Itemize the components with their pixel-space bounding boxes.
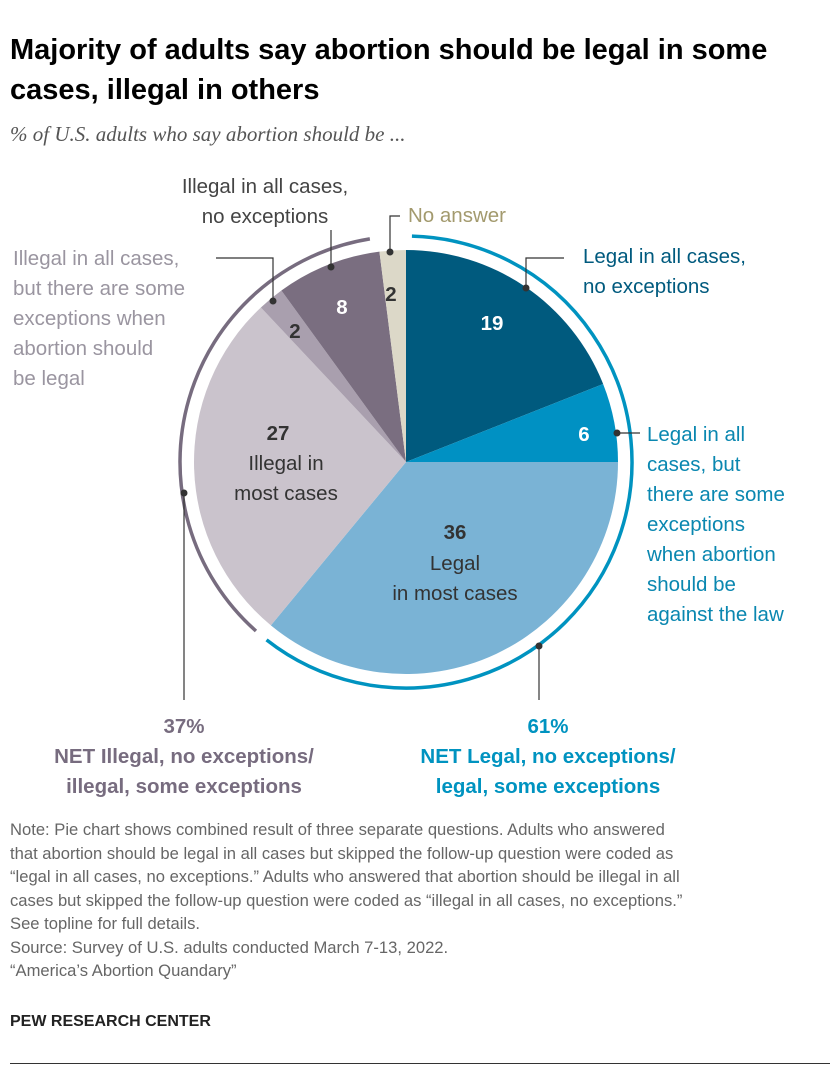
net-value: 61% [527, 715, 568, 738]
pie-slice-5 [281, 251, 406, 462]
net-legal-label: 61% NET Legal, no exceptions/ legal, som… [420, 715, 675, 798]
net-legal-arc [265, 234, 634, 690]
data-label-illegal-all-some: 2 [289, 320, 300, 343]
leader-lines [183, 215, 640, 700]
pie-slices [194, 250, 618, 674]
label-line: NET Illegal, no exceptions/ [54, 745, 314, 768]
net-arcs [178, 234, 634, 690]
pie-slice-6 [379, 250, 406, 462]
label-line: no exceptions [202, 205, 329, 228]
label-line: NET Legal, no exceptions/ [420, 745, 675, 768]
chart-title: Majority of adults say abortion should b… [10, 34, 768, 106]
note-line: cases but skipped the follow-up question… [10, 890, 683, 910]
slice-label-illegal-most-2: most cases [234, 482, 338, 505]
slice-label-legal-most: Legal [430, 552, 480, 575]
label-line: Legal in all [647, 423, 745, 446]
label-line: Illegal in all cases, [182, 175, 348, 198]
pie-slice-1 [406, 383, 618, 462]
pie-slice-2 [270, 462, 618, 674]
label-line: Illegal in all cases, [13, 247, 179, 270]
slice-label-illegal-most: Illegal in [248, 452, 323, 475]
label-line: exceptions [647, 513, 745, 536]
label-legal-all-some: Legal in all cases, but there are some e… [646, 423, 785, 626]
note-line: See topline for full details. [10, 914, 201, 933]
net-illegal-label: 37% NET Illegal, no exceptions/ illegal,… [54, 715, 314, 798]
label-no-answer: No answer [408, 204, 506, 227]
data-label-legal-all-some: 6 [578, 423, 589, 446]
label-line: Legal in all cases, [583, 245, 746, 268]
pie-slice-3 [194, 307, 406, 626]
report-title: “America’s Abortion Quandary” [10, 961, 237, 980]
bottom-divider [10, 1063, 830, 1064]
label-legal-all-no: Legal in all cases, no exceptions [583, 245, 746, 298]
label-line: illegal, some exceptions [66, 775, 302, 798]
data-label-illegal-most: 27 [267, 422, 290, 445]
slice-label-legal-most-2: in most cases [392, 582, 517, 605]
label-illegal-all-no: Illegal in all cases, no exceptions [182, 175, 348, 228]
data-label-legal-most: 36 [444, 521, 467, 544]
label-illegal-all-some: Illegal in all cases, but there are some… [13, 247, 185, 390]
pie-chart: 19 6 36 27 2 8 2 Legal in most cases Ill… [13, 175, 785, 798]
label-line: but there are some [13, 277, 185, 300]
note-line: “legal in all cases, no exceptions.” Adu… [10, 867, 680, 886]
label-line: legal, some exceptions [436, 775, 660, 798]
label-line: against the law [647, 603, 784, 626]
label-line: there are some [647, 483, 785, 506]
label-line: be legal [13, 367, 85, 390]
net-value: 37% [163, 715, 204, 738]
label-line: should be [647, 573, 736, 596]
label-line: no exceptions [583, 275, 710, 298]
source-line: Source: Survey of U.S. adults conducted … [10, 937, 449, 957]
label-line: cases, but [647, 453, 741, 476]
notes: Note: Pie chart shows combined result of… [10, 818, 835, 983]
pie-slice-4 [260, 290, 406, 462]
label-line: when abortion [646, 543, 776, 566]
leader-dots [180, 248, 621, 650]
note-line: Note: Pie chart shows combined result of… [10, 820, 665, 839]
pie-slice-0 [406, 250, 604, 462]
note-line: that abortion should be legal in all cas… [10, 843, 674, 863]
pew-logo-text: PEW RESEARCH CENTER [10, 1013, 211, 1030]
data-label-legal-all-no: 19 [481, 312, 504, 335]
label-line: abortion should [13, 337, 153, 360]
data-label-illegal-all-no: 8 [336, 296, 347, 319]
chart-subtitle: % of U.S. adults who say abortion should… [10, 122, 406, 146]
net-illegal-arc [178, 237, 371, 633]
data-label-no-answer: 2 [385, 283, 396, 306]
label-line: exceptions when [13, 307, 166, 330]
